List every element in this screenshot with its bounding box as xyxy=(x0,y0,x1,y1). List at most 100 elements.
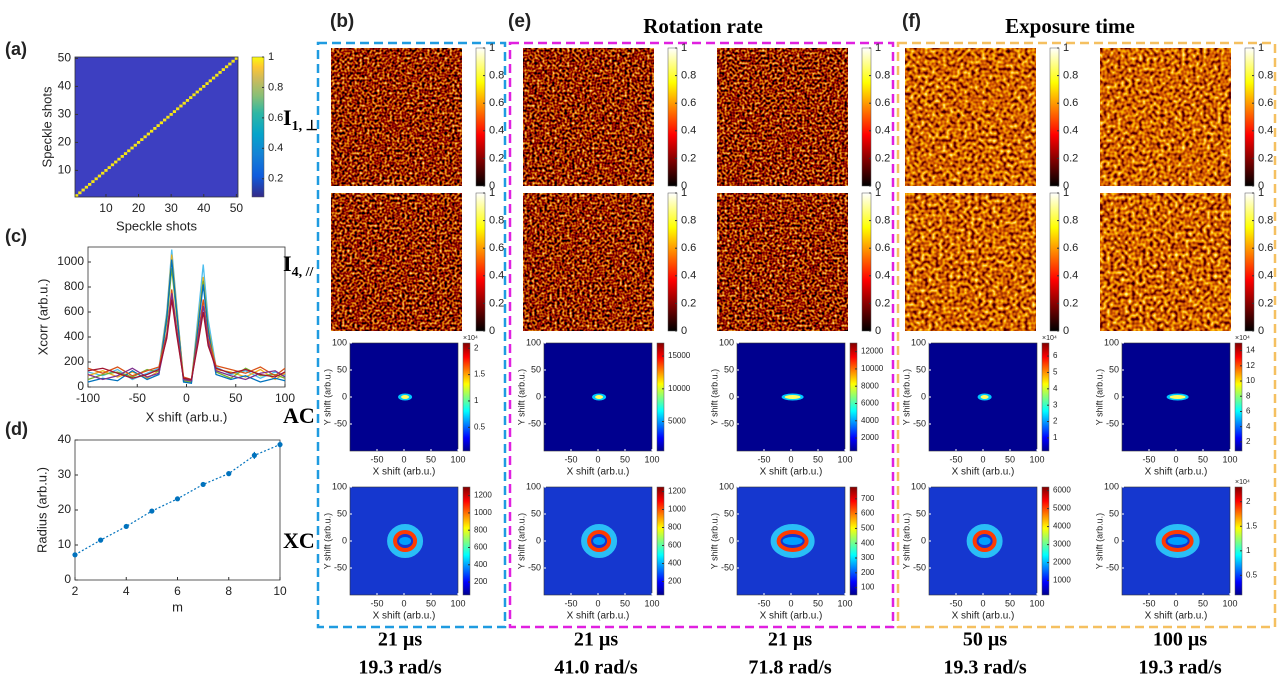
diag-cell xyxy=(143,135,147,139)
diag-cell xyxy=(91,180,95,183)
colorbar-label: 0 xyxy=(875,180,881,192)
colorbar-label: 0.4 xyxy=(1063,270,1078,282)
x-tick-label: 2 xyxy=(72,584,79,598)
ac-peak xyxy=(980,395,989,399)
colorbar-label: 400 xyxy=(861,538,875,547)
diag-cell xyxy=(88,183,92,186)
rate-label: 71.8 rad/s xyxy=(748,657,832,679)
diag-cell xyxy=(215,73,219,77)
colorbar xyxy=(1234,486,1243,596)
diag-cell xyxy=(172,110,177,113)
x-tick-label: 100 xyxy=(837,454,852,464)
colorbar-label: 2 xyxy=(474,343,479,352)
x-axis-label: X shift (arb.u.) xyxy=(567,467,630,478)
exposure-label: 21 µs xyxy=(768,629,813,651)
colorbar-label: 200 xyxy=(474,577,488,586)
colorbar-label: 5000 xyxy=(668,417,686,426)
colorbar-label: 0.6 xyxy=(875,97,890,109)
point xyxy=(200,481,206,488)
exposure-label: 50 µs xyxy=(963,629,1008,651)
colorbar-label: 0 xyxy=(681,325,687,337)
x-axis-label: m xyxy=(172,599,183,614)
x-tick-label: 0 xyxy=(788,454,793,464)
group-title: Rotation rate xyxy=(643,14,763,38)
y-tick-label: -50 xyxy=(1106,418,1119,428)
xc-core xyxy=(399,537,412,545)
colorbar-label: 0 xyxy=(1063,180,1069,192)
colorbar-label: 1 xyxy=(1053,433,1058,442)
x-tick-label: 100 xyxy=(450,598,465,608)
x-tick-label: 0 xyxy=(401,598,406,608)
y-axis-label: Y shift (arb.u.) xyxy=(901,369,911,425)
colorbar-label: 0.4 xyxy=(489,125,504,137)
y-tick-label: 50 xyxy=(1109,508,1119,518)
colorbar xyxy=(1041,486,1050,596)
colorbar-label: 1 xyxy=(875,187,881,199)
diag-cell xyxy=(146,132,150,136)
x-tick-label: 50 xyxy=(1198,598,1208,608)
point xyxy=(72,552,78,558)
colorbar-label: 8 xyxy=(1246,391,1251,400)
colorbar-label: 6000 xyxy=(1053,486,1071,495)
x-tick-label: 4 xyxy=(123,584,130,598)
point xyxy=(226,471,232,477)
x-tick-label: 40 xyxy=(197,201,211,215)
colorbar-label: 10000 xyxy=(861,364,884,373)
row-label: I4, // xyxy=(283,251,314,280)
colorbar-label: 0.4 xyxy=(681,270,696,282)
colorbar-exponent: ×10⁴ xyxy=(463,335,478,342)
series-line xyxy=(87,249,286,383)
xc-halo xyxy=(966,524,1003,558)
colorbar-label: 0.4 xyxy=(1258,125,1273,137)
colorbar-label: 1 xyxy=(681,187,687,199)
colorbar-label: 0.8 xyxy=(875,215,890,227)
colorbar-label: 0.6 xyxy=(1063,242,1078,254)
x-tick-label: 10 xyxy=(99,201,113,215)
x-tick-label: 0 xyxy=(595,598,600,608)
diag-cell xyxy=(169,113,173,116)
y-tick-label: 50 xyxy=(531,364,541,374)
x-tick-label: 100 xyxy=(644,598,659,608)
colorbar-label: 1 xyxy=(1246,546,1251,555)
colorbar-label: 3000 xyxy=(1053,540,1071,549)
colorbar xyxy=(462,486,471,596)
diag-cell xyxy=(208,79,212,83)
diag-cell xyxy=(224,65,229,69)
x-tick-label: -50 xyxy=(1142,598,1155,608)
y-tick-label: 50 xyxy=(916,508,926,518)
colorbar-label: 0.2 xyxy=(1258,152,1273,164)
ac-peak xyxy=(401,395,410,399)
colorbar-label: 15000 xyxy=(668,351,691,360)
diag-cell xyxy=(81,188,85,192)
diag-cell xyxy=(231,59,235,63)
y-tick-label: 50 xyxy=(724,508,734,518)
xc-halo xyxy=(1155,524,1200,558)
colorbar-label: 0.8 xyxy=(489,70,504,82)
panel-label: (e) xyxy=(508,11,531,32)
colorbar-label: 0.6 xyxy=(489,242,504,254)
y-axis-label: Y shift (arb.u.) xyxy=(1094,369,1104,425)
colorbar-label: 0.4 xyxy=(875,270,890,282)
colorbar-exponent: ×10⁴ xyxy=(1042,335,1057,342)
diag-cell xyxy=(149,129,154,133)
y-tick-label: -50 xyxy=(334,562,347,572)
y-axis-label: Y shift (arb.u.) xyxy=(322,513,332,569)
rate-label: 19.3 rad/s xyxy=(358,657,442,679)
colorbar-label: 0.4 xyxy=(681,125,696,137)
colorbar-label: 2000 xyxy=(1053,558,1071,567)
y-axis-label: Y shift (arb.u.) xyxy=(1094,513,1104,569)
y-tick-label: 100 xyxy=(911,481,926,491)
x-tick-label: -50 xyxy=(370,454,383,464)
colorbar-label: 0.5 xyxy=(474,422,486,431)
panel-label: (f) xyxy=(902,11,921,32)
panel-label: (d) xyxy=(5,419,28,439)
x-tick-label: -50 xyxy=(1142,454,1155,464)
diag-cell xyxy=(159,121,164,125)
diag-cell xyxy=(114,160,118,164)
colorbar-label: 0.6 xyxy=(1258,97,1273,109)
colorbar-label: 0.4 xyxy=(489,270,504,282)
y-tick-label: 50 xyxy=(531,508,541,518)
colorbar-label: 0 xyxy=(489,325,495,337)
colorbar xyxy=(667,192,678,332)
colorbar-label: 12 xyxy=(1246,361,1255,370)
